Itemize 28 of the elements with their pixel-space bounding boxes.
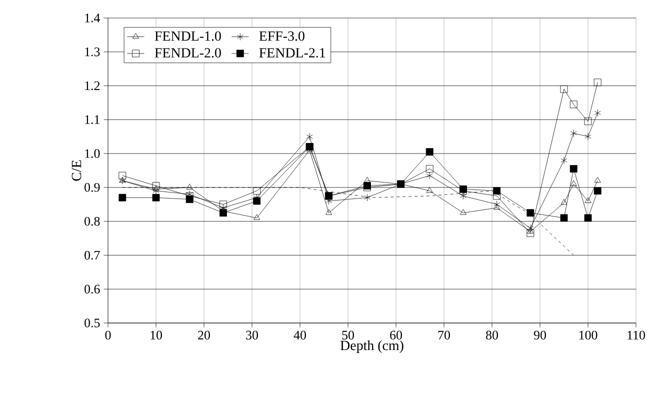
y-tick-label: 1.2 (85, 81, 100, 90)
x-tick-label: 30 (246, 330, 258, 340)
y-tick-label: 0.6 (84, 284, 100, 294)
y-tick-label: 1.1 (85, 115, 100, 124)
x-tick-label: 60 (390, 330, 402, 340)
y-axis-title: C/E (72, 160, 82, 181)
legend-label: FENDL-1.0 (154, 31, 221, 41)
y-tick-label: 0.9 (84, 183, 100, 192)
x-tick-label: 100 (579, 330, 598, 340)
x-tick-label: 50 (342, 330, 354, 340)
y-tick-label: 0.5 (84, 318, 100, 328)
x-tick-label: 0 (105, 330, 111, 340)
x-tick-label: 20 (198, 330, 210, 340)
x-tick-label: 80 (486, 330, 498, 340)
legend-label: FENDL-2.1 (259, 48, 326, 58)
y-tick-label: 1.3 (85, 48, 100, 56)
y-tick-label: 0.8 (84, 216, 100, 226)
x-tick-label: 40 (294, 330, 306, 340)
x-axis-title: Depth (cm) (340, 340, 404, 353)
legend-label: EFF-3.0 (259, 31, 304, 41)
y-tick-label: 1.4 (85, 14, 100, 22)
x-tick-label: 10 (150, 330, 162, 340)
x-tick-label: 90 (534, 330, 546, 340)
legend-label: FENDL-2.0 (154, 48, 221, 58)
y-tick-label: 1.0 (85, 149, 100, 158)
y-tick-label: 0.7 (84, 250, 100, 260)
x-tick-label: 70 (438, 330, 450, 340)
x-tick-label: 110 (628, 330, 645, 340)
